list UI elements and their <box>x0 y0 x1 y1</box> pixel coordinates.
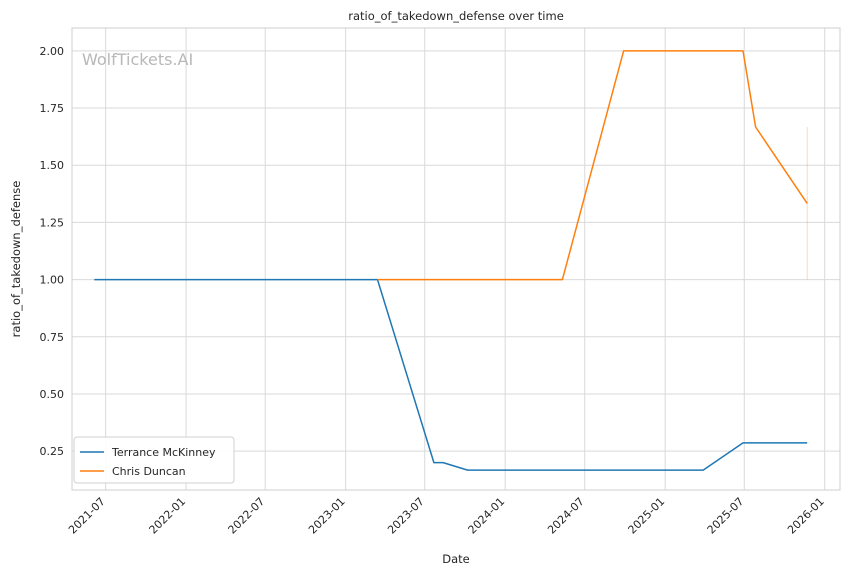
legend: Terrance McKinney Chris Duncan <box>73 436 235 484</box>
y-tick-label: 1.00 <box>40 274 65 287</box>
x-tick-label: 2022-01 <box>147 495 189 537</box>
x-tick-label: 2024-01 <box>466 495 508 537</box>
plot-area-frame <box>71 27 841 491</box>
series-line-1 <box>377 50 808 281</box>
x-tick-label: 2023-01 <box>306 495 348 537</box>
y-axis-ticks: 0.25 0.50 0.75 1.00 1.25 1.50 1.75 2.00 <box>40 45 65 458</box>
legend-box <box>73 436 235 484</box>
x-axis-title: Date <box>442 552 470 566</box>
x-tick-label: 2026-01 <box>785 495 827 537</box>
y-tick-label: 0.50 <box>40 388 65 401</box>
y-tick-label: 1.50 <box>40 159 65 172</box>
y-tick-label: 0.75 <box>40 331 65 344</box>
y-tick-label: 1.75 <box>40 102 65 115</box>
chart-title: ratio_of_takedown_defense over time <box>348 9 564 23</box>
x-tick-label: 2024-07 <box>545 495 587 537</box>
watermark: WolfTickets.AI <box>82 50 193 69</box>
legend-label: Terrance McKinney <box>111 446 216 459</box>
x-tick-label: 2022-07 <box>226 495 268 537</box>
y-axis-title: ratio_of_takedown_defense <box>9 181 23 338</box>
y-tick-label: 2.00 <box>40 45 65 58</box>
grid <box>72 28 840 490</box>
series-line-0 <box>94 278 808 471</box>
y-tick-label: 0.25 <box>40 445 65 458</box>
series-layer <box>94 50 808 471</box>
x-axis-ticks: 2021-07 2022-01 2022-07 2023-01 2023-07 2024-… <box>66 495 827 537</box>
legend-label: Chris Duncan <box>112 465 186 478</box>
x-tick-label: 2025-07 <box>705 495 747 537</box>
y-tick-label: 1.25 <box>40 216 65 229</box>
x-tick-label: 2021-07 <box>66 495 108 537</box>
x-tick-label: 2023-07 <box>385 495 427 537</box>
x-tick-label: 2025-01 <box>626 495 668 537</box>
